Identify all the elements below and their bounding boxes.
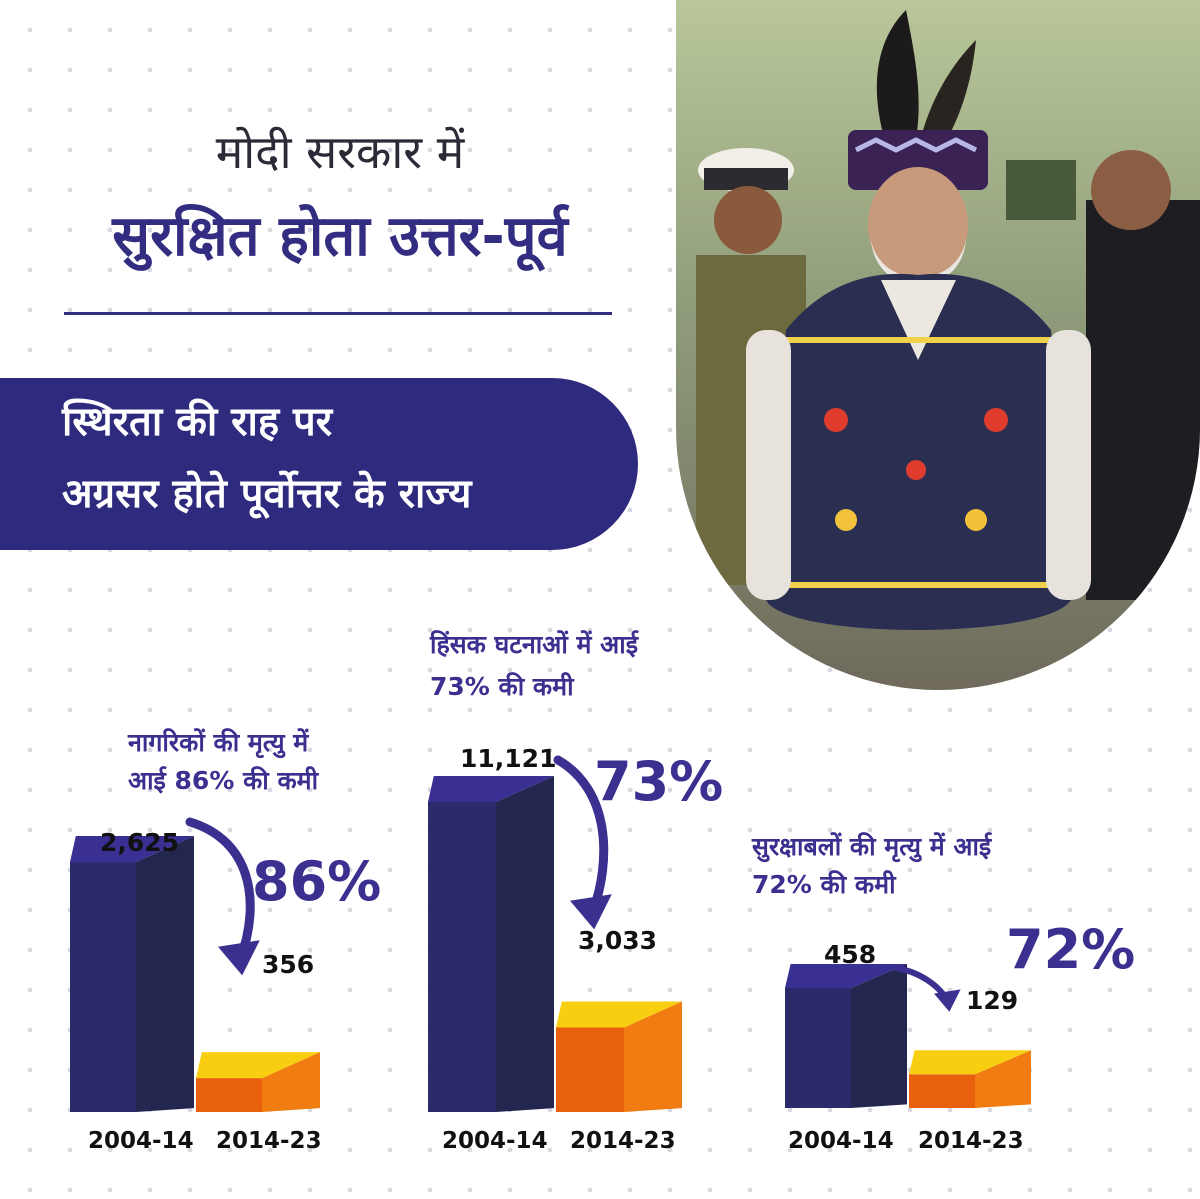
- subtitle-banner: [0, 378, 638, 550]
- chart2-value-label-2014-23: 3,033: [578, 926, 658, 955]
- chart3-title-line-1: सुरक्षाबलों की मृत्यु में आई: [752, 832, 992, 861]
- chart3-bar-side-2014-23: [975, 1050, 1031, 1108]
- chart2-title-line-1: हिंसक घटनाओं में आई: [430, 630, 639, 659]
- chart1-bar-top-2004-14: [70, 836, 194, 862]
- chart3-bar-top-2004-14: [785, 964, 907, 988]
- chart3-bar-front-2004-14: [785, 988, 851, 1108]
- chart1-arrow-head: [218, 940, 260, 976]
- chart1-bar-side-2014-23: [262, 1052, 320, 1112]
- chart1-decrease-arrow: [185, 817, 255, 965]
- chart2-bar-side-2014-23: [624, 1001, 682, 1112]
- chart2-arrow-head: [570, 894, 612, 930]
- chart1-value-label-2004-14: 2,625: [100, 828, 180, 857]
- chart1-bar-front-2004-14: [70, 862, 136, 1112]
- chart2-decrease-arrow: [553, 755, 609, 919]
- chart3-bar-top-2014-23: [909, 1050, 1031, 1075]
- chart1-value-label-2014-23: 356: [262, 950, 315, 979]
- chart2-bar-top-2014-23: [556, 1001, 682, 1028]
- chart2-bar-front-2004-14: [428, 802, 496, 1112]
- chart3-tick-2014-23: 2014-23: [918, 1128, 1024, 1154]
- chart1-title-line-1: नागरिकों की मृत्यु में: [128, 728, 309, 757]
- chart1-bar-top-2014-23: [196, 1052, 320, 1079]
- chart3-arrow-head: [934, 989, 961, 1012]
- chart3-reduction-label: 72%: [1006, 918, 1136, 981]
- headline-line-2: सुरक्षित होता उत्तर-पूर्व: [112, 204, 568, 269]
- banner-line-2: अग्रसर होते पूर्वोत्तर के राज्य: [62, 471, 472, 517]
- portrait-illustration: [676, 0, 1200, 690]
- chart3-bar-side-2004-14: [851, 964, 907, 1108]
- chart2-tick-2014-23: 2014-23: [570, 1128, 676, 1154]
- headline-divider: [64, 312, 612, 315]
- chart1-reduction-label: 86%: [252, 850, 382, 913]
- chart1-title-line-2: आई 86% की कमी: [128, 766, 319, 795]
- chart2-title-line-2: 73% की कमी: [430, 672, 574, 701]
- chart1-bar-side-2004-14: [136, 836, 194, 1112]
- chart3-bar-front-2014-23: [909, 1074, 975, 1108]
- chart1-tick-2014-23: 2014-23: [216, 1128, 322, 1154]
- chart2-bar-side-2004-14: [496, 776, 554, 1112]
- chart2-bar-front-2014-23: [556, 1027, 624, 1112]
- chart1-tick-2004-14: 2004-14: [88, 1128, 194, 1154]
- chart2-bar-top-2004-14: [428, 776, 554, 802]
- portrait-photo: [676, 0, 1200, 690]
- chart1-bar-front-2014-23: [196, 1078, 262, 1112]
- headline-line-1: मोदी सरकार में: [215, 125, 465, 179]
- chart2-tick-2004-14: 2004-14: [442, 1128, 548, 1154]
- banner-line-1: स्थिरता की राह पर: [62, 399, 333, 445]
- chart2-value-label-2004-14: 11,121: [460, 744, 557, 773]
- chart2-reduction-label: 73%: [594, 750, 724, 813]
- chart3-value-label-2014-23: 129: [966, 986, 1019, 1015]
- chart3-tick-2004-14: 2004-14: [788, 1128, 894, 1154]
- chart3-value-label-2004-14: 458: [824, 940, 877, 969]
- chart3-title-line-2: 72% की कमी: [752, 870, 896, 899]
